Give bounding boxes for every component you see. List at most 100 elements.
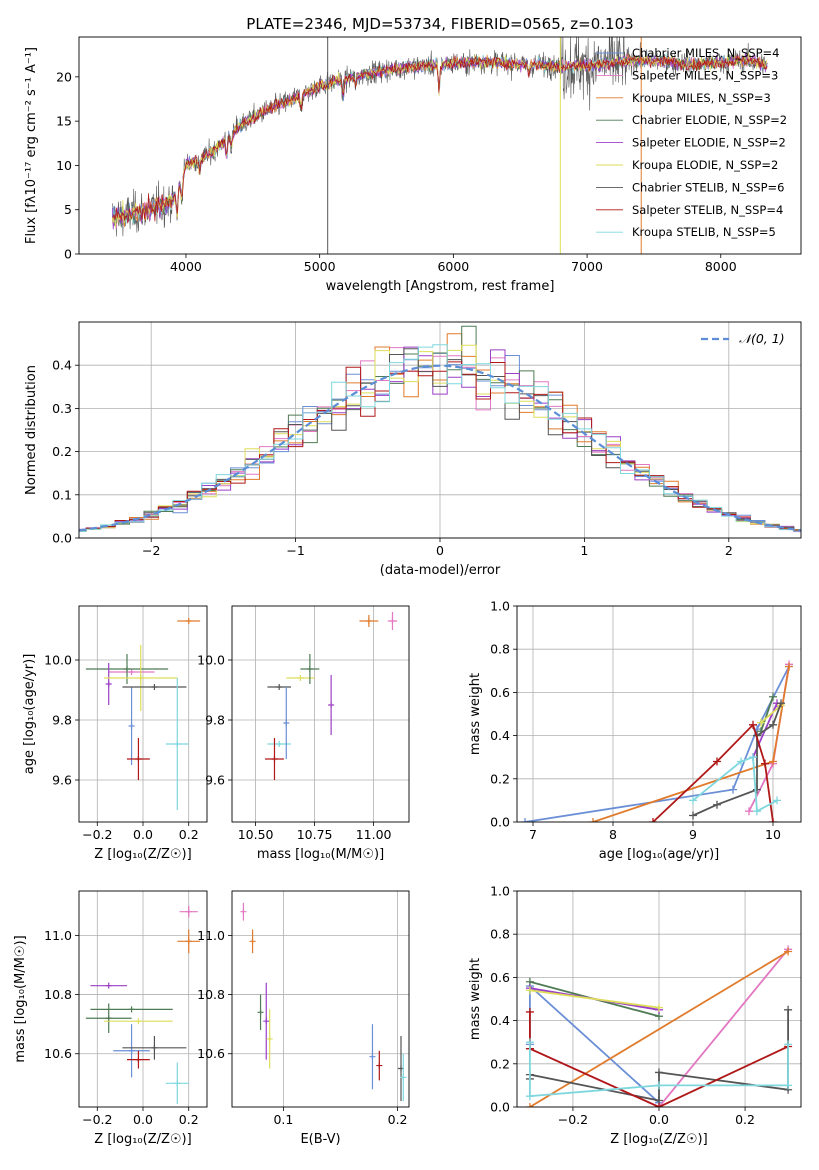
data-point-marker: [240, 908, 247, 915]
age-vs-mass-panel: 10.50 10.75 11.00 9.6 9.8 10.0 mass [log₁₀(M/M…: [197, 605, 410, 862]
x-tick-label: −0.2: [558, 1112, 588, 1127]
y-tick-label: 0.0: [490, 1100, 510, 1115]
weight-point-marker: [769, 757, 777, 766]
weight-series-line: [529, 989, 660, 1009]
weight-point-marker: [769, 818, 777, 822]
x-tick-label: −0.2: [82, 827, 112, 842]
axes-frame: [78, 321, 802, 539]
data-point-marker: [128, 1047, 135, 1054]
weight-point-marker: [777, 699, 785, 708]
legend-label: Kroupa ELODIE, N_SSP=2: [632, 158, 778, 172]
data-point-marker: [174, 741, 181, 747]
weight-series-line: [529, 1012, 789, 1107]
y-tick-label: 0.0: [490, 815, 510, 830]
weight-series-line: [529, 950, 789, 1107]
data-point-marker: [283, 720, 290, 726]
y-tick-label: 9.8: [205, 713, 225, 728]
axes-frame: [78, 36, 802, 255]
y-tick-label: 0.0: [52, 531, 72, 546]
weight-point-marker: [525, 1007, 534, 1016]
y-tick-label: 0.2: [490, 771, 510, 786]
data-point-marker: [306, 666, 313, 672]
weight-point-marker: [525, 1038, 534, 1047]
data-point-marker: [266, 1035, 273, 1042]
weight-point-marker: [525, 1103, 534, 1107]
x-axis-label: Z [log₁₀(Z/Z☉)]: [94, 1132, 191, 1147]
x-axis-label: E(B-V): [300, 1132, 340, 1147]
axes-frame: [516, 605, 802, 823]
data-point-marker: [105, 1015, 112, 1022]
weight-point-marker: [761, 759, 769, 768]
data-point-marker: [135, 1056, 142, 1063]
x-tick-label: 5000: [304, 259, 336, 274]
y-tick-label: 11.0: [44, 928, 72, 943]
data-point-marker: [128, 669, 135, 675]
y-tick-label: 0.3: [52, 401, 72, 416]
weight-point-marker: [525, 986, 534, 995]
y-tick-label: 10.6: [197, 1046, 225, 1061]
y-tick-label: 10.8: [44, 987, 72, 1002]
data-point-marker: [328, 702, 335, 708]
x-axis-label: Z [log₁₀(Z/Z☉)]: [610, 1132, 707, 1147]
y-tick-label: 1.0: [490, 884, 510, 899]
y-tick-label: 10.0: [197, 653, 225, 668]
axes-frame: [231, 890, 410, 1108]
data-point-marker: [105, 681, 112, 687]
legend-label: 𝒩(0, 1): [739, 331, 785, 346]
weight-point-marker: [785, 662, 793, 671]
y-axis-label: mass [log₁₀(M/M☉)]: [13, 935, 28, 1062]
y-tick-label: 10.0: [44, 653, 72, 668]
weight-point-marker: [749, 720, 757, 729]
x-tick-label: 0.0: [649, 1112, 669, 1127]
weight-point-marker: [757, 718, 765, 727]
x-tick-label: 6000: [437, 259, 469, 274]
data-point-marker: [105, 982, 112, 989]
legend-label: Chabrier ELODIE, N_SSP=2: [632, 113, 787, 127]
y-tick-label: 9.8: [52, 713, 72, 728]
weight-point-marker: [729, 785, 737, 794]
data-point-marker: [135, 756, 142, 762]
x-tick-label: 8000: [705, 259, 737, 274]
data-point-marker: [369, 1053, 376, 1060]
y-tick-label: 0.2: [490, 1056, 510, 1071]
y-tick-label: 10.6: [44, 1046, 72, 1061]
gaussian-curve: [79, 364, 801, 532]
weight-point-marker: [784, 947, 793, 956]
data-point-marker: [128, 1006, 135, 1013]
legend-label: Chabrier STELIB, N_SSP=6: [632, 180, 784, 194]
data-point-marker: [124, 666, 130, 672]
y-axis-label: mass weight: [468, 958, 483, 1040]
x-tick-label: 9: [689, 827, 697, 842]
data-point-marker: [151, 684, 158, 690]
legend-label: Salpeter ELODIE, N_SSP=2: [632, 136, 786, 150]
weight-point-marker: [769, 692, 777, 701]
y-tick-label: 15: [56, 114, 72, 129]
y-tick-label: 0: [64, 247, 72, 262]
x-tick-label: 10.75: [297, 827, 333, 842]
figure-title: PLATE=2346, MJD=53734, FIBERID=0565, z=0…: [246, 15, 633, 33]
weight-vs-metallicity-panel: −0.2 0.0 0.2 0.0 0.2 0.4 0.6 0.8 1.0 Z [log₁₀(Z/Z…: [468, 884, 802, 1147]
y-tick-label: 20: [56, 69, 72, 84]
x-tick-label: 0.2: [735, 1112, 755, 1127]
legend-label: Kroupa MILES, N_SSP=3: [632, 91, 771, 105]
y-tick-label: 0.4: [490, 1013, 510, 1028]
spectrum-series-line: [112, 55, 768, 224]
data-point-marker: [137, 675, 144, 681]
x-tick-label: −1: [286, 543, 304, 558]
data-point-marker: [257, 1009, 264, 1016]
age-vs-metallicity-panel: −0.2 0.0 0.2 9.6 9.8 10.0 Z [log₁₀(Z/Z☉)] age […: [22, 605, 208, 862]
axes-frame: [516, 890, 802, 1108]
data-point-marker: [185, 938, 192, 945]
data-point-marker: [174, 1080, 181, 1087]
x-tick-label: 7: [529, 827, 537, 842]
weight-series-line: [760, 696, 774, 732]
data-point-marker: [400, 1074, 407, 1081]
data-point-marker: [276, 741, 283, 747]
y-tick-label: 11.0: [197, 928, 225, 943]
y-tick-label: 0.8: [490, 927, 510, 942]
legend-label: Salpeter STELIB, N_SSP=4: [632, 203, 783, 217]
x-tick-label: 10.50: [238, 827, 274, 842]
weight-point-marker: [655, 1103, 663, 1107]
data-point-marker: [135, 1018, 142, 1025]
